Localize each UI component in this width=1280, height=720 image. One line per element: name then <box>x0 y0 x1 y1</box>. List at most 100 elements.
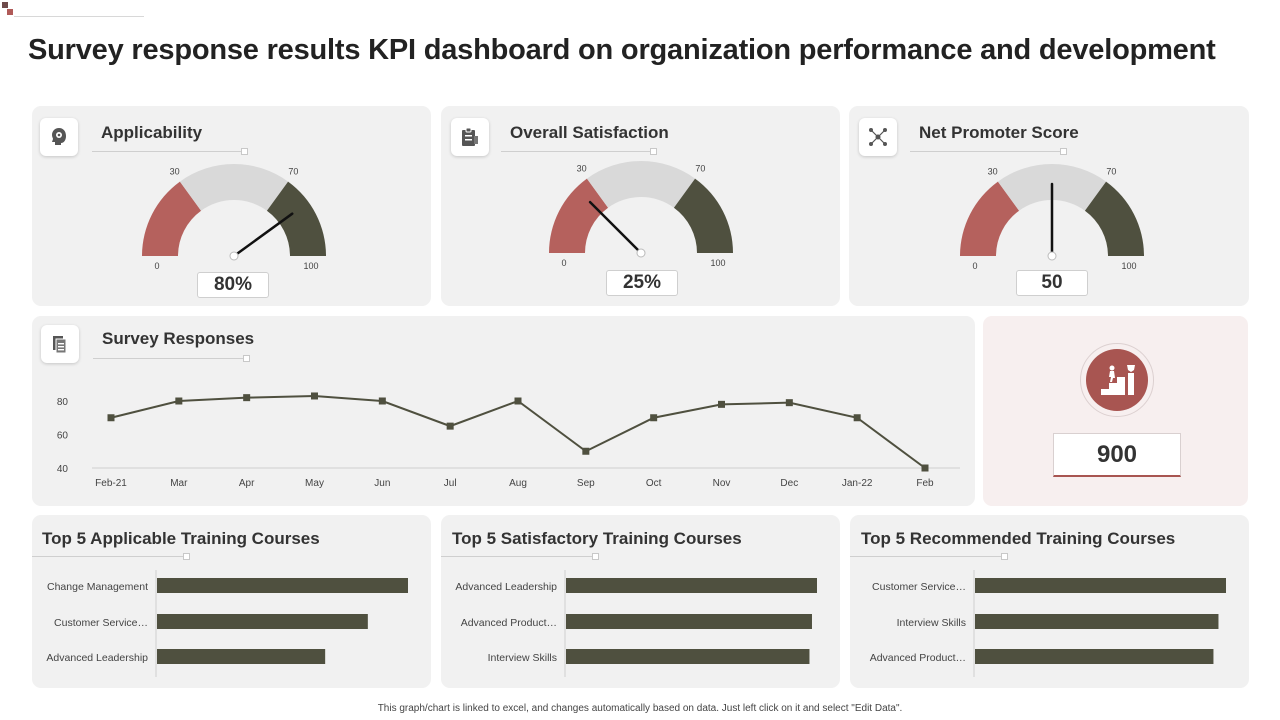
x-tick-label: Feb <box>916 478 934 489</box>
applicability-gauge: 0 30 70 100 <box>142 164 326 271</box>
document-stack-icon <box>41 325 79 363</box>
x-tick-label: Mar <box>170 478 188 489</box>
document-stack-icon-glyph <box>53 336 67 354</box>
applicable-courses-panel[interactable]: Top 5 Applicable Training Courses Change… <box>32 515 431 688</box>
gauge-tick-label: 0 <box>972 261 977 271</box>
bar <box>157 578 408 593</box>
satisfactory-courses-bar-chart: Advanced Leadership Advanced Product… Inte… <box>455 570 817 677</box>
gauge-tick-label: 100 <box>303 261 318 271</box>
bar <box>975 578 1226 593</box>
network-icon-glyph <box>869 128 887 146</box>
head-gear-icon <box>40 118 78 156</box>
x-tick-label: Jan-22 <box>842 478 873 489</box>
gauge-pivot <box>636 248 646 258</box>
gauge-tick-label: 70 <box>1106 166 1116 176</box>
category-label: Interview Skills <box>897 617 966 629</box>
y-tick-label: 60 <box>57 431 69 442</box>
corner-square-red <box>7 9 13 15</box>
gauge-needle <box>588 200 643 255</box>
title-rule <box>32 553 190 560</box>
title-rule <box>501 148 657 155</box>
gauge-band-mid <box>179 164 289 211</box>
y-tick-label: 80 <box>57 397 69 408</box>
gauge-band-high <box>1084 181 1144 256</box>
network-icon <box>859 118 897 156</box>
data-point <box>650 414 658 422</box>
data-point <box>718 400 725 408</box>
gauge-pivot <box>1047 251 1057 261</box>
category-label: Advanced Leadership <box>455 581 557 593</box>
category-label: Change Management <box>47 581 148 593</box>
x-tick-label: Dec <box>780 478 798 489</box>
gauge-title: Applicability <box>101 123 203 142</box>
series-line <box>110 394 926 469</box>
bar <box>566 649 810 664</box>
x-tick-label: May <box>305 478 324 489</box>
head-gear-icon-glyph <box>52 128 66 145</box>
gauge-tick-label: 30 <box>577 163 587 173</box>
applicable-courses-bar-chart: Change Management Customer Service… Advanc… <box>46 570 408 677</box>
kpi-badge <box>1080 343 1154 417</box>
courses-title: Top 5 Satisfactory Training Courses <box>452 529 742 548</box>
survey-responses-line-chart: 40 60 80 Feb-21 Mar Apr May Jun Jul Aug Sep Oct Nov D… <box>57 392 960 489</box>
satisfactory-courses-panel[interactable]: Top 5 Satisfactory Training Courses Adva… <box>441 515 840 688</box>
gauge-band-mid <box>586 161 696 208</box>
title-rule <box>850 553 1008 560</box>
gauge-value: 50 <box>1016 270 1088 296</box>
page-title: Survey response results KPI dashboard on… <box>28 34 1216 66</box>
data-point <box>175 397 183 405</box>
title-rule <box>441 553 599 560</box>
gauge-band-low <box>142 181 202 256</box>
x-tick-label: Sep <box>577 478 595 489</box>
data-point <box>514 397 522 405</box>
bar <box>975 649 1214 664</box>
y-tick-label: 40 <box>57 464 69 475</box>
gauge-tick-label: 0 <box>561 258 566 268</box>
recommended-courses-bar-chart: Customer Service… Interview Skills Advance… <box>870 570 1226 677</box>
gauge-tick-label: 30 <box>170 166 180 176</box>
overall-satisfaction-panel[interactable]: Overall Satisfaction 0 30 70 100 25% <box>441 106 840 306</box>
gauge-title: Overall Satisfaction <box>510 123 669 142</box>
title-rule <box>910 148 1067 155</box>
data-point <box>785 399 793 407</box>
stairs-trophy-icon <box>1086 349 1148 411</box>
x-tick-label: Aug <box>509 478 527 489</box>
total-responses-value: 900 <box>1053 433 1181 477</box>
x-tick-label: Jul <box>444 478 457 489</box>
gauge-needle <box>232 212 294 258</box>
survey-responses-panel[interactable]: Survey Responses 40 60 80 Feb-21 Mar Apr May Ju… <box>32 316 975 506</box>
category-label: Customer Service… <box>872 581 966 593</box>
data-point <box>582 447 590 455</box>
category-label: Advanced Product… <box>870 652 966 664</box>
gauge-band-high <box>673 178 733 253</box>
x-tick-label: Nov <box>713 478 731 489</box>
recommended-courses-panel[interactable]: Top 5 Recommended Training Courses Custo… <box>850 515 1249 688</box>
category-label: Advanced Leadership <box>46 652 148 664</box>
gauge-tick-label: 100 <box>1121 261 1136 271</box>
data-point <box>921 464 929 472</box>
net-promoter-score-gauge: 0 30 70 100 <box>960 164 1144 271</box>
data-point <box>107 414 115 422</box>
survey-responses-title: Survey Responses <box>102 329 255 348</box>
footnote: This graph/chart is linked to excel, and… <box>377 703 903 714</box>
x-tick-label: Oct <box>646 478 662 489</box>
data-point <box>311 392 318 400</box>
gauge-band-low <box>960 181 1020 256</box>
bar <box>975 614 1219 629</box>
gauge-tick-label: 100 <box>710 258 725 268</box>
gauge-pivot <box>229 251 239 261</box>
clipboard-icon-glyph <box>462 127 478 146</box>
category-label: Interview Skills <box>488 652 557 664</box>
category-label: Customer Service… <box>54 617 148 629</box>
corner-line <box>14 16 144 17</box>
gauge-value: 25% <box>606 270 678 296</box>
net-promoter-score-panel[interactable]: Net Promoter Score 0 30 70 100 50 <box>849 106 1249 306</box>
applicability-panel[interactable]: Applicability 0 30 70 100 80% <box>32 106 431 306</box>
title-rule <box>93 355 250 362</box>
gauge-tick-label: 30 <box>988 166 998 176</box>
x-tick-label: Apr <box>239 478 255 489</box>
gauge-band-high <box>266 181 326 256</box>
gauge-tick-label: 70 <box>695 163 705 173</box>
corner-square-dark <box>2 2 8 8</box>
gauge-title: Net Promoter Score <box>919 123 1079 142</box>
